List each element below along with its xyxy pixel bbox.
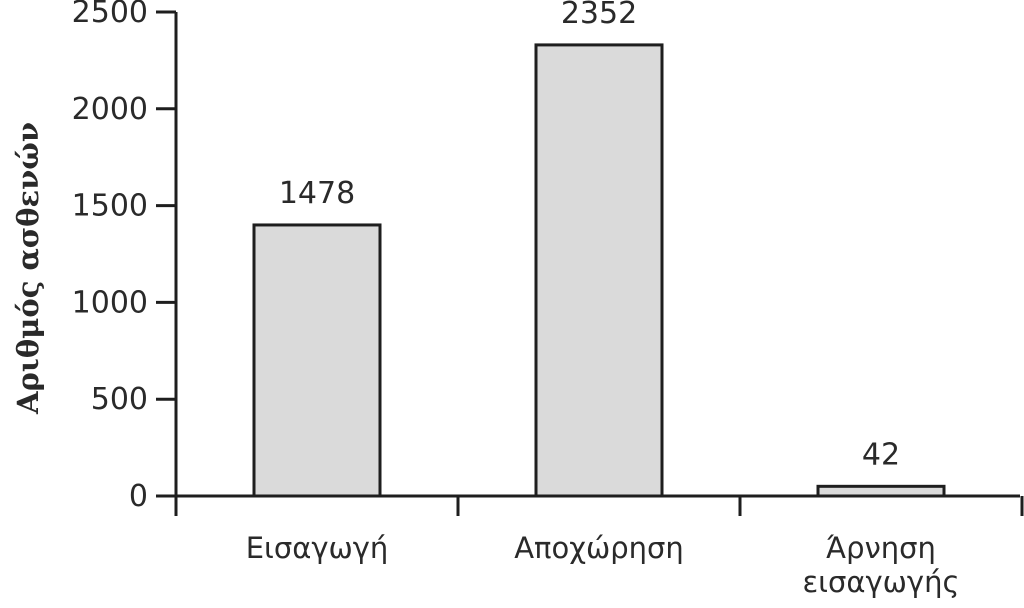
bar-value-label: 42 <box>862 437 900 472</box>
x-category-label: Αποχώρηση <box>514 531 684 565</box>
y-tick-label: 0 <box>129 479 148 514</box>
bar-value-label: 1478 <box>279 176 355 211</box>
y-tick-label: 500 <box>91 382 148 417</box>
y-tick-label: 2000 <box>72 92 148 127</box>
bars <box>252 43 946 498</box>
y-axis: 0 500 1000 1500 2000 2500 <box>72 0 178 516</box>
x-category-label: Εισαγωγή <box>246 531 389 565</box>
bar <box>816 484 946 498</box>
y-tick-label: 1500 <box>72 189 148 224</box>
x-category-label: εισαγωγής <box>803 565 960 599</box>
data-labels: 1478 2352 42 <box>279 0 900 472</box>
bar-value-label: 2352 <box>561 0 637 31</box>
bar <box>534 43 664 498</box>
x-category-label: Άρνηση <box>826 531 936 565</box>
y-axis-title: Αριθμός ασθενών <box>11 122 45 415</box>
bar <box>252 223 382 498</box>
y-tick-label: 2500 <box>72 0 148 30</box>
y-tick-label: 1000 <box>72 285 148 320</box>
